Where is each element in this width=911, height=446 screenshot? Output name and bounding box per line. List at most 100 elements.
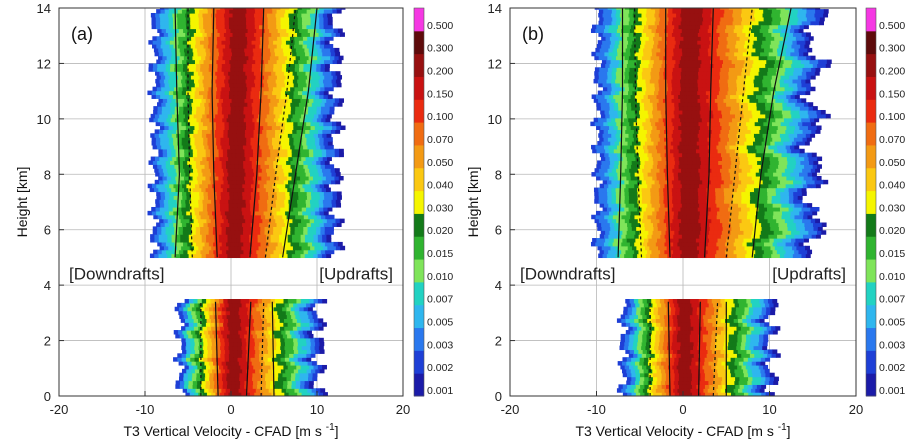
heatmap-cell bbox=[184, 365, 189, 369]
heatmap-cell bbox=[770, 160, 775, 164]
heatmap-cell bbox=[254, 326, 259, 330]
heatmap-cell bbox=[651, 219, 656, 223]
heatmap-cell bbox=[219, 299, 224, 303]
heatmap-cell bbox=[229, 211, 234, 215]
heatmap-cell bbox=[199, 137, 204, 141]
heatmap-cell bbox=[309, 153, 314, 157]
heatmap-cell bbox=[234, 75, 239, 79]
heatmap-cell bbox=[188, 334, 193, 338]
heatmap-cell bbox=[199, 203, 204, 207]
heatmap-cell bbox=[230, 195, 235, 199]
heatmap-cell bbox=[289, 346, 294, 350]
heatmap-cell bbox=[806, 168, 811, 172]
heatmap-cell bbox=[672, 188, 677, 192]
heatmap-cell bbox=[322, 365, 327, 369]
heatmap-cell bbox=[238, 191, 243, 195]
heatmap-cell bbox=[298, 349, 303, 353]
heatmap-cell bbox=[682, 211, 687, 215]
heatmap-cell bbox=[725, 203, 730, 207]
heatmap-cell bbox=[178, 91, 183, 95]
heatmap-cell bbox=[234, 330, 239, 334]
heatmap-cell bbox=[270, 48, 275, 52]
heatmap-cell bbox=[170, 63, 175, 67]
heatmap-cell bbox=[322, 299, 327, 303]
heatmap-cell bbox=[240, 188, 245, 192]
heatmap-cell bbox=[217, 230, 222, 234]
heatmap-cell bbox=[247, 160, 252, 164]
heatmap-cell bbox=[160, 79, 165, 83]
heatmap-cell bbox=[266, 238, 271, 242]
heatmap-cell bbox=[309, 133, 314, 137]
heatmap-cell bbox=[284, 326, 289, 330]
heatmap-cell bbox=[227, 322, 232, 326]
heatmap-cell bbox=[329, 29, 334, 33]
heatmap-cell bbox=[767, 207, 772, 211]
heatmap-cell bbox=[310, 318, 315, 322]
heatmap-cell bbox=[182, 44, 187, 48]
heatmap-cell bbox=[313, 315, 318, 319]
heatmap-cell bbox=[805, 226, 810, 230]
heatmap-cell bbox=[286, 330, 291, 334]
heatmap-cell bbox=[267, 172, 272, 176]
heatmap-cell bbox=[322, 153, 327, 157]
heatmap-cell bbox=[268, 36, 273, 40]
heatmap-cell bbox=[193, 176, 198, 180]
heatmap-cell bbox=[183, 377, 188, 381]
heatmap-cell bbox=[175, 63, 180, 67]
heatmap-cell bbox=[802, 168, 807, 172]
heatmap-cell bbox=[237, 199, 242, 203]
heatmap-cell bbox=[672, 199, 677, 203]
heatmap-cell bbox=[298, 211, 303, 215]
heatmap-cell bbox=[605, 176, 610, 180]
heatmap-cell bbox=[299, 226, 304, 230]
heatmap-cell bbox=[648, 176, 653, 180]
heatmap-cell bbox=[204, 67, 209, 71]
heatmap-cell bbox=[240, 315, 245, 319]
heatmap-cell bbox=[328, 25, 333, 29]
y-tick-label: 0 bbox=[44, 389, 51, 404]
heatmap-cell bbox=[181, 13, 186, 17]
heatmap-cell bbox=[151, 207, 156, 211]
heatmap-cell bbox=[326, 234, 331, 238]
colorbar: 0.0010.0020.0030.0050.0070.0100.0150.020… bbox=[414, 8, 453, 397]
heatmap-cell bbox=[225, 83, 230, 87]
heatmap-cell bbox=[313, 98, 318, 102]
heatmap-cell bbox=[300, 254, 305, 258]
heatmap-cell bbox=[763, 195, 768, 199]
heatmap-cell bbox=[794, 234, 799, 238]
heatmap-cell bbox=[315, 349, 320, 353]
heatmap-cell bbox=[237, 13, 242, 17]
heatmap-cell bbox=[723, 160, 728, 164]
heatmap-cell bbox=[803, 215, 808, 219]
heatmap-cell bbox=[298, 94, 303, 98]
heatmap-cell bbox=[308, 106, 313, 110]
heatmap-cell bbox=[774, 230, 779, 234]
heatmap-cell bbox=[755, 168, 760, 172]
heatmap-cell bbox=[278, 250, 283, 254]
heatmap-cell bbox=[232, 380, 237, 384]
heatmap-cell bbox=[220, 353, 225, 357]
heatmap-cell bbox=[644, 176, 649, 180]
heatmap-cell bbox=[203, 191, 208, 195]
heatmap-cell bbox=[204, 44, 209, 48]
heatmap-cell bbox=[276, 246, 281, 250]
heatmap-cell bbox=[789, 188, 794, 192]
heatmap-cell bbox=[268, 60, 273, 64]
heatmap-cell bbox=[753, 160, 758, 164]
heatmap-cell bbox=[290, 330, 295, 334]
heatmap-cell bbox=[239, 377, 244, 381]
heatmap-cell bbox=[305, 234, 310, 238]
heatmap-cell bbox=[237, 114, 242, 118]
heatmap-cell bbox=[738, 242, 743, 246]
heatmap-cell bbox=[305, 133, 310, 137]
heatmap-cell bbox=[198, 246, 203, 250]
heatmap-cell bbox=[276, 122, 281, 126]
heatmap-cell bbox=[216, 83, 221, 87]
heatmap-cell bbox=[734, 250, 739, 254]
heatmap-cell bbox=[612, 168, 617, 172]
heatmap-cell bbox=[323, 126, 328, 130]
heatmap-cell bbox=[220, 357, 225, 361]
heatmap-cell bbox=[178, 311, 183, 315]
heatmap-cell bbox=[326, 98, 331, 102]
heatmap-cell bbox=[248, 56, 253, 60]
